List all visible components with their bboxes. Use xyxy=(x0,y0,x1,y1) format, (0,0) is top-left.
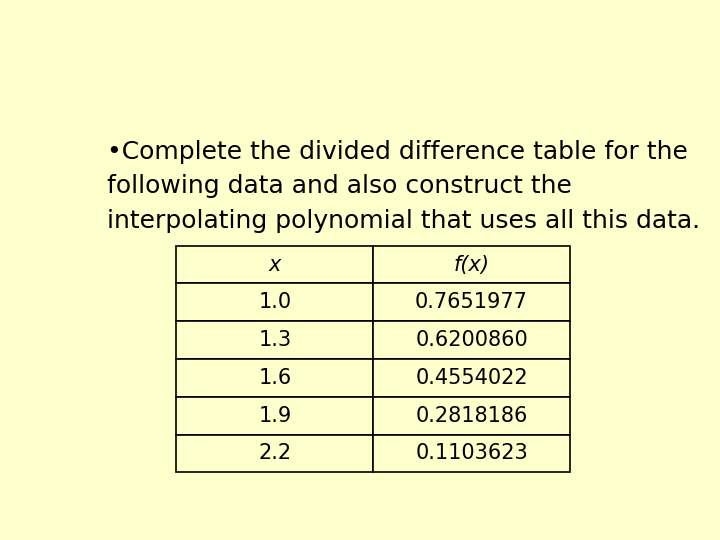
Text: 1.9: 1.9 xyxy=(258,406,292,426)
Bar xyxy=(373,435,570,472)
Bar xyxy=(176,321,373,359)
Text: •Complete the divided difference table for the
following data and also construct: •Complete the divided difference table f… xyxy=(107,140,700,233)
Text: 2.2: 2.2 xyxy=(258,443,292,463)
Text: 0.1103623: 0.1103623 xyxy=(415,443,528,463)
Text: x: x xyxy=(269,254,281,274)
Bar xyxy=(373,359,570,397)
Text: 1.6: 1.6 xyxy=(258,368,292,388)
Bar xyxy=(176,435,373,472)
Text: 0.7651977: 0.7651977 xyxy=(415,292,528,312)
Bar xyxy=(176,397,373,435)
Bar xyxy=(176,246,373,284)
Text: 1.0: 1.0 xyxy=(258,292,292,312)
Text: 0.6200860: 0.6200860 xyxy=(415,330,528,350)
Text: f(x): f(x) xyxy=(454,254,490,274)
Bar xyxy=(373,397,570,435)
Bar xyxy=(373,246,570,284)
Bar xyxy=(176,359,373,397)
Bar xyxy=(373,321,570,359)
Text: 1.3: 1.3 xyxy=(258,330,292,350)
Bar xyxy=(176,284,373,321)
Text: 0.2818186: 0.2818186 xyxy=(415,406,528,426)
Text: 0.4554022: 0.4554022 xyxy=(415,368,528,388)
Bar xyxy=(373,284,570,321)
